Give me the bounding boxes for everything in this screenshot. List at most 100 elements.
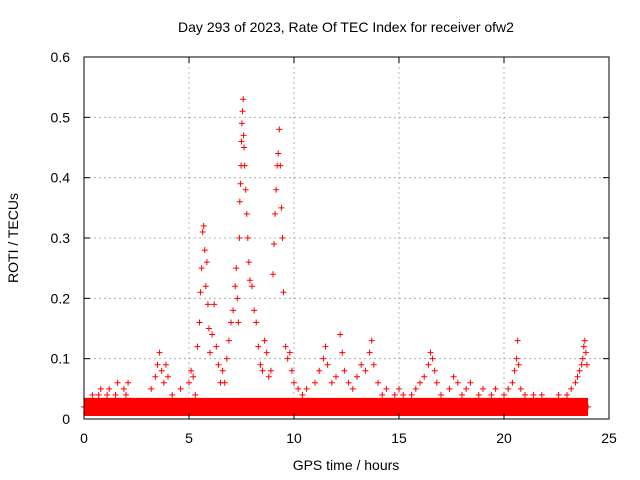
data-point <box>131 403 138 410</box>
data-point <box>312 379 318 386</box>
x-tick-label: 5 <box>185 430 193 446</box>
data-point <box>123 391 129 398</box>
data-point <box>578 361 585 368</box>
data-point <box>205 325 212 332</box>
data-point <box>288 367 295 374</box>
data-point <box>322 343 329 350</box>
data-point <box>201 247 208 254</box>
data-point <box>188 367 195 374</box>
x-tick-label: 25 <box>601 430 617 446</box>
data-point <box>501 391 507 398</box>
data-point <box>375 379 381 386</box>
y-tick-label: 0.3 <box>51 230 71 246</box>
data-point <box>572 379 579 386</box>
data-point <box>127 397 134 404</box>
data-point <box>270 271 276 278</box>
data-point <box>366 349 373 356</box>
data-point <box>106 385 113 392</box>
data-point <box>446 385 453 392</box>
data-point <box>246 277 253 284</box>
data-point <box>237 180 244 187</box>
data-point <box>505 385 512 392</box>
data-point <box>152 373 159 380</box>
data-point <box>333 373 339 380</box>
data-point <box>93 403 100 410</box>
data-point <box>471 397 478 404</box>
data-point <box>251 307 258 314</box>
data-point <box>286 349 293 356</box>
data-point <box>276 126 283 133</box>
data-point <box>543 397 549 404</box>
data-point <box>158 367 165 374</box>
data-point <box>267 367 274 374</box>
data-point <box>239 108 246 115</box>
data-point <box>368 337 375 344</box>
data-point <box>509 379 516 386</box>
data-point <box>199 228 206 235</box>
data-point <box>223 355 230 362</box>
x-tick-label: 20 <box>496 430 512 446</box>
data-point <box>99 397 106 404</box>
data-point <box>194 343 201 350</box>
data-point <box>480 385 486 392</box>
data-point <box>580 343 587 350</box>
data-point <box>139 403 146 410</box>
data-point <box>162 361 169 368</box>
data-point <box>513 355 520 362</box>
data-point <box>417 379 423 386</box>
data-point <box>421 373 428 380</box>
data-point <box>202 283 209 290</box>
data-point <box>450 373 457 380</box>
data-point <box>328 379 335 386</box>
data-point <box>282 343 289 350</box>
data-point <box>284 355 291 362</box>
data-point <box>255 343 262 350</box>
data-point <box>204 301 211 308</box>
data-point <box>345 379 352 386</box>
data-point <box>165 373 171 380</box>
data-point <box>408 391 415 398</box>
data-point <box>196 319 203 326</box>
data-point <box>263 349 270 356</box>
data-point <box>362 367 369 374</box>
data-point <box>221 379 228 386</box>
data-point <box>427 349 434 356</box>
data-point <box>396 385 402 392</box>
data-point <box>404 397 411 404</box>
data-point <box>576 367 583 374</box>
data-point <box>232 283 239 290</box>
data-point <box>526 397 533 404</box>
data-point <box>108 397 115 404</box>
data-point <box>272 210 279 217</box>
data-point <box>484 397 491 404</box>
data-point <box>95 391 102 398</box>
data-point <box>475 391 482 398</box>
data-point <box>240 132 247 139</box>
data-point <box>514 337 521 344</box>
data-point <box>200 222 207 229</box>
data-point <box>207 349 213 356</box>
data-point <box>118 403 125 410</box>
data-point <box>243 210 250 217</box>
data-point <box>238 120 245 127</box>
baseline-noise-band <box>84 397 588 416</box>
data-point <box>387 397 394 404</box>
data-point <box>120 385 127 392</box>
y-tick-label: 0.1 <box>51 351 71 367</box>
data-point <box>379 391 386 398</box>
data-point <box>259 367 266 374</box>
data-point <box>173 397 180 404</box>
data-point <box>219 367 226 374</box>
data-point <box>358 361 365 368</box>
data-point <box>235 319 242 326</box>
data-point <box>265 373 272 380</box>
data-point <box>241 162 248 169</box>
data-point <box>112 391 119 398</box>
data-point <box>433 379 440 386</box>
data-point <box>279 235 286 241</box>
data-point <box>125 379 132 386</box>
y-tick-label: 0.5 <box>51 109 71 125</box>
data-point <box>244 235 251 241</box>
data-point <box>116 397 123 404</box>
data-point <box>585 403 591 410</box>
